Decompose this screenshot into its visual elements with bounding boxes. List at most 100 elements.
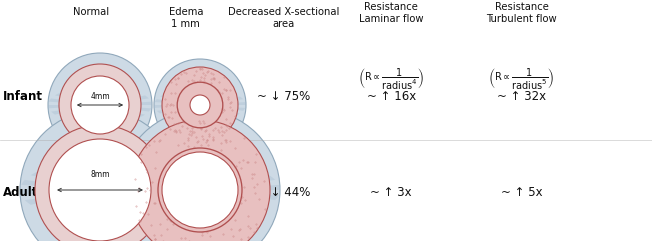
Wedge shape bbox=[177, 117, 187, 121]
Wedge shape bbox=[60, 115, 74, 120]
Wedge shape bbox=[122, 162, 140, 169]
Wedge shape bbox=[100, 86, 109, 90]
Text: $\left(\mathrm{R}{\propto}\dfrac{1}{\mathrm{radius}^4}\right)$: $\left(\mathrm{R}{\propto}\dfrac{1}{\mat… bbox=[358, 67, 424, 93]
Wedge shape bbox=[121, 117, 134, 122]
Wedge shape bbox=[173, 161, 188, 166]
Wedge shape bbox=[31, 171, 50, 178]
Wedge shape bbox=[235, 210, 252, 216]
Wedge shape bbox=[207, 118, 216, 122]
Wedge shape bbox=[156, 110, 167, 114]
Wedge shape bbox=[219, 116, 230, 120]
Text: ~ ↓ 44%: ~ ↓ 44% bbox=[257, 186, 310, 199]
Text: 8mm: 8mm bbox=[90, 170, 110, 179]
Wedge shape bbox=[86, 214, 100, 220]
Wedge shape bbox=[132, 113, 145, 117]
Wedge shape bbox=[74, 118, 86, 123]
Ellipse shape bbox=[71, 76, 129, 134]
Wedge shape bbox=[150, 202, 170, 209]
Wedge shape bbox=[25, 198, 44, 205]
Wedge shape bbox=[170, 90, 181, 94]
Wedge shape bbox=[82, 86, 93, 91]
Wedge shape bbox=[200, 161, 214, 165]
Wedge shape bbox=[233, 96, 243, 100]
Wedge shape bbox=[136, 95, 149, 100]
Wedge shape bbox=[165, 114, 175, 118]
Wedge shape bbox=[49, 98, 61, 102]
Wedge shape bbox=[269, 185, 280, 190]
Text: Decreased X-sectional
area: Decreased X-sectional area bbox=[228, 7, 339, 29]
Wedge shape bbox=[130, 171, 147, 177]
Wedge shape bbox=[126, 90, 140, 95]
Text: ~ ↑ 3x: ~ ↑ 3x bbox=[370, 186, 412, 199]
Wedge shape bbox=[125, 199, 140, 205]
Wedge shape bbox=[20, 190, 36, 195]
Text: Edema
1 mm: Edema 1 mm bbox=[169, 7, 203, 29]
Wedge shape bbox=[67, 88, 80, 94]
Wedge shape bbox=[72, 161, 89, 167]
Wedge shape bbox=[48, 105, 59, 108]
Wedge shape bbox=[200, 88, 208, 91]
Wedge shape bbox=[22, 180, 39, 186]
Text: Adult: Adult bbox=[3, 186, 38, 199]
Wedge shape bbox=[155, 99, 164, 103]
Wedge shape bbox=[192, 119, 200, 122]
Wedge shape bbox=[160, 212, 176, 218]
Ellipse shape bbox=[20, 110, 180, 241]
Wedge shape bbox=[156, 175, 175, 182]
Ellipse shape bbox=[130, 120, 270, 241]
Ellipse shape bbox=[48, 53, 152, 157]
Ellipse shape bbox=[154, 59, 246, 151]
Wedge shape bbox=[120, 190, 131, 195]
Text: Infant: Infant bbox=[3, 90, 43, 103]
Wedge shape bbox=[229, 112, 240, 116]
Text: Normal: Normal bbox=[73, 7, 110, 17]
Wedge shape bbox=[138, 108, 151, 112]
Wedge shape bbox=[121, 180, 134, 186]
Wedge shape bbox=[160, 94, 171, 98]
Wedge shape bbox=[49, 164, 68, 172]
Ellipse shape bbox=[177, 82, 223, 128]
Ellipse shape bbox=[158, 148, 242, 232]
Wedge shape bbox=[100, 161, 114, 166]
Wedge shape bbox=[141, 167, 161, 174]
Text: ~ ↑ 16x: ~ ↑ 16x bbox=[366, 90, 416, 103]
Wedge shape bbox=[91, 120, 100, 124]
Wedge shape bbox=[254, 203, 269, 209]
Wedge shape bbox=[224, 92, 235, 96]
Wedge shape bbox=[213, 89, 223, 93]
Wedge shape bbox=[111, 213, 127, 219]
Wedge shape bbox=[237, 102, 246, 105]
Wedge shape bbox=[139, 207, 155, 213]
Wedge shape bbox=[114, 87, 126, 92]
Wedge shape bbox=[224, 162, 240, 167]
Text: $\left(\mathrm{R}{\propto}\dfrac{1}{\mathrm{radius}^5}\right)$: $\left(\mathrm{R}{\propto}\dfrac{1}{\mat… bbox=[488, 67, 555, 93]
Wedge shape bbox=[212, 214, 228, 219]
Wedge shape bbox=[261, 175, 275, 181]
Wedge shape bbox=[154, 105, 162, 108]
Wedge shape bbox=[161, 194, 179, 200]
Ellipse shape bbox=[49, 139, 151, 241]
Ellipse shape bbox=[190, 95, 210, 115]
Text: 4mm: 4mm bbox=[90, 92, 110, 101]
Wedge shape bbox=[132, 208, 151, 216]
Wedge shape bbox=[51, 110, 65, 115]
Ellipse shape bbox=[35, 125, 165, 241]
Text: Resistance
Laminar flow: Resistance Laminar flow bbox=[359, 2, 423, 24]
Wedge shape bbox=[186, 215, 200, 220]
Text: ~ ↑ 5x: ~ ↑ 5x bbox=[501, 186, 542, 199]
Wedge shape bbox=[164, 185, 180, 190]
Wedge shape bbox=[245, 167, 261, 173]
Ellipse shape bbox=[162, 67, 238, 143]
Ellipse shape bbox=[120, 110, 280, 241]
Text: ~ ↓ 75%: ~ ↓ 75% bbox=[257, 90, 310, 103]
Ellipse shape bbox=[162, 152, 238, 228]
Ellipse shape bbox=[59, 64, 141, 146]
Wedge shape bbox=[149, 164, 165, 170]
Text: Resistance
Turbulent flow: Resistance Turbulent flow bbox=[486, 2, 557, 24]
Wedge shape bbox=[60, 211, 78, 218]
Wedge shape bbox=[185, 88, 194, 92]
Wedge shape bbox=[266, 194, 279, 200]
Wedge shape bbox=[236, 107, 245, 111]
Text: ~ ↑ 32x: ~ ↑ 32x bbox=[497, 90, 546, 103]
Wedge shape bbox=[140, 102, 152, 105]
